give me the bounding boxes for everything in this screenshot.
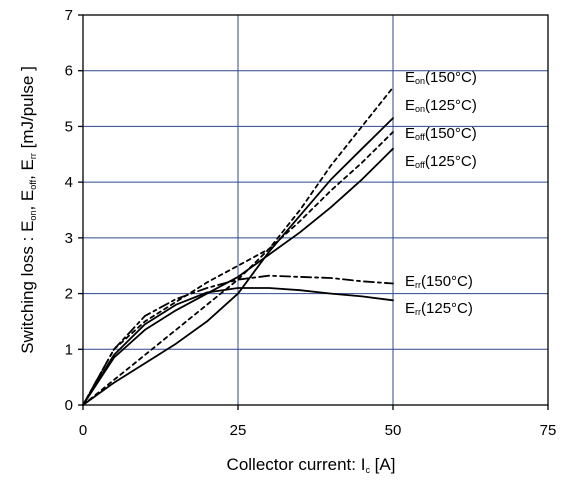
series-label-0: Eon(150°C): [405, 69, 477, 86]
series-line-3: [82, 147, 394, 406]
series-lines: [82, 86, 394, 406]
y-tick-label-5: 5: [65, 118, 73, 135]
x-axis-label: Collector current: Ic [A]: [227, 455, 396, 475]
series-line-4: [82, 274, 394, 406]
x-tick-label-50: 50: [385, 422, 402, 439]
y-tick-label-1: 1: [65, 341, 73, 358]
y-tick-labels: 0 1 2 3 4 5 6 7: [65, 7, 73, 414]
y-tick-label-4: 4: [65, 174, 73, 191]
series-label-2: Eoff(150°C): [405, 125, 477, 142]
y-tick-label-2: 2: [65, 286, 73, 303]
y-tick-label-7: 7: [65, 7, 73, 24]
x-tick-label-0: 0: [79, 422, 87, 439]
y-tick-label-0: 0: [65, 397, 73, 414]
plot-frame: [82, 14, 549, 406]
y-tick-label-3: 3: [65, 230, 73, 247]
grid: [83, 15, 548, 405]
series-line-2: [82, 131, 394, 406]
y-axis-label: Switching loss : Eon, Eoff, Err [mJ/puls…: [18, 66, 38, 354]
series-label-5: Err(125°C): [405, 300, 473, 317]
y-tick-label-6: 6: [65, 63, 73, 80]
x-tick-labels: 0 25 50 75: [79, 422, 557, 439]
series-line-1: [82, 117, 394, 406]
series-line-5: [82, 287, 394, 406]
series-label-4: Err(150°C): [405, 273, 473, 290]
series-label-3: Eoff(125°C): [405, 153, 477, 170]
tick-marks: [78, 14, 549, 410]
series-label-1: Eon(125°C): [405, 97, 477, 114]
series-labels: Eon(150°C) Eon(125°C) Eoff(150°C) Eoff(125°…: [405, 69, 477, 317]
x-tick-label-75: 75: [540, 422, 557, 439]
x-tick-label-25: 25: [230, 422, 247, 439]
